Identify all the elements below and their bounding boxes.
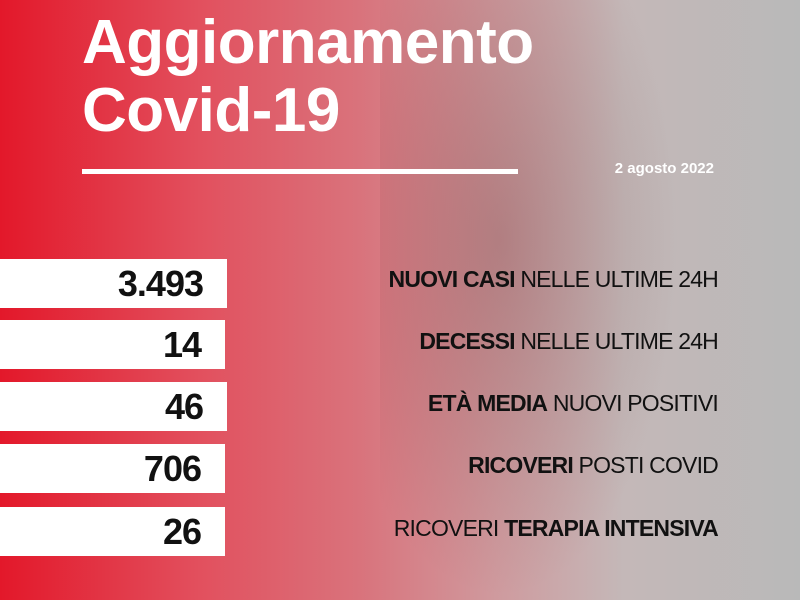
label-normal: RICOVERI xyxy=(393,515,500,541)
label-normal: NELLE ULTIME 24H xyxy=(520,266,718,292)
label-bold: NUOVI CASI xyxy=(388,266,516,292)
label-bold: RICOVERI xyxy=(468,452,574,478)
stat-value-deaths: 14 xyxy=(0,320,225,369)
title-line-1: Aggiornamento xyxy=(82,8,534,77)
stat-value-new-cases: 3.493 xyxy=(0,259,227,308)
background-photo xyxy=(380,0,680,600)
label-bold: ETÀ MEDIA xyxy=(427,390,548,416)
label-bold: DECESSI xyxy=(419,328,515,354)
stat-value-average-age: 46 xyxy=(0,382,227,431)
stat-label-deaths: DECESSI NELLE ULTIME 24H xyxy=(419,328,718,355)
label-normal: POSTI COVID xyxy=(578,452,719,478)
label-normal: NELLE ULTIME 24H xyxy=(520,328,718,354)
stat-label-average-age: ETÀ MEDIA NUOVI POSITIVI xyxy=(427,390,719,417)
stat-label-new-cases: NUOVI CASI NELLE ULTIME 24H xyxy=(388,266,719,293)
stat-label-intensive-care: RICOVERI TERAPIA INTENSIVA xyxy=(393,515,719,542)
date-label: 2 agosto 2022 xyxy=(614,160,714,177)
stat-value-intensive-care: 26 xyxy=(0,507,225,556)
title-line-2: Covid-19 xyxy=(82,76,340,145)
label-normal: NUOVI POSITIVI xyxy=(552,390,719,416)
stat-label-hospitalized: RICOVERI POSTI COVID xyxy=(468,452,719,479)
label-bold: TERAPIA INTENSIVA xyxy=(504,515,719,541)
title-divider xyxy=(82,169,518,174)
stat-value-hospitalized: 706 xyxy=(0,444,225,493)
